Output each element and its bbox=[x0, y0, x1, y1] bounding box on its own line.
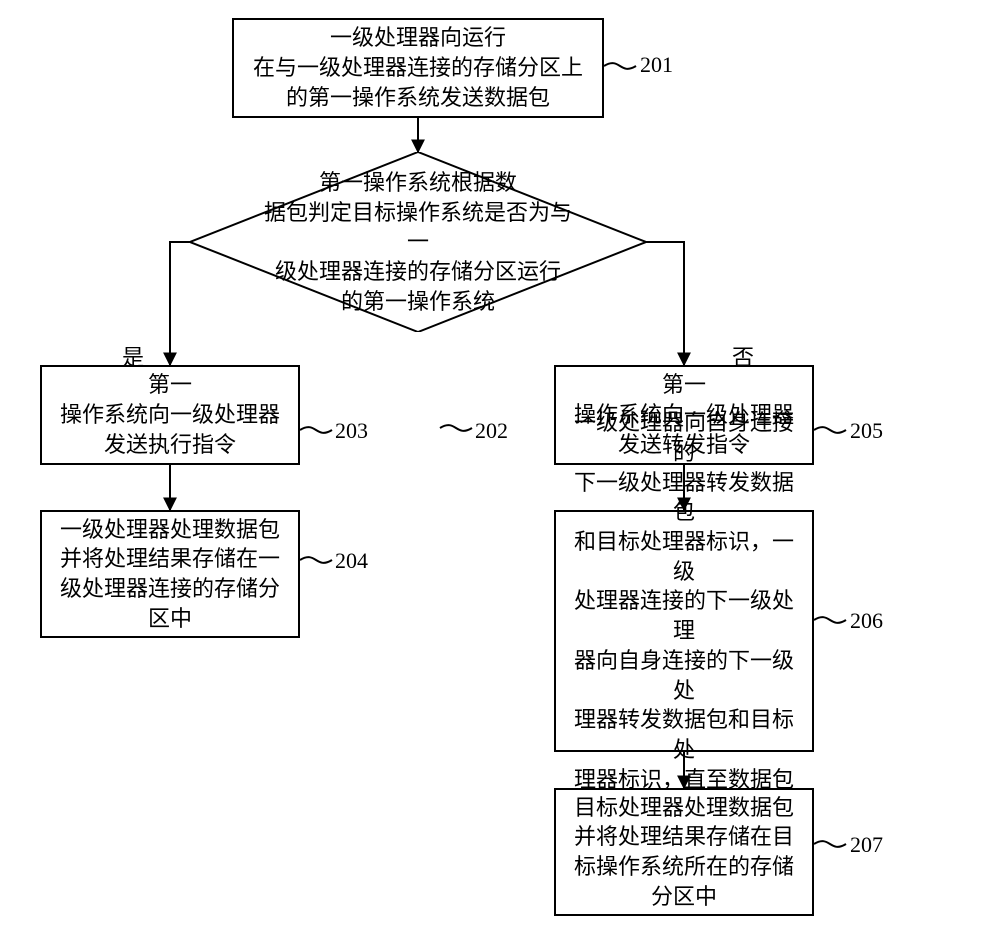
flow-node-text: 第一操作系统向一级处理器发送执行指令 bbox=[60, 370, 280, 459]
step-number-201: 201 bbox=[640, 52, 673, 78]
step-number-207: 207 bbox=[850, 832, 883, 858]
edge bbox=[300, 557, 332, 563]
step-number-202: 202 bbox=[475, 418, 508, 444]
flow-node-text: 一级处理器向自身连接的下一级处理器转发数据包和目标处理器标识，一级处理器连接的下… bbox=[566, 408, 802, 853]
step-number-204: 204 bbox=[335, 548, 368, 574]
edge bbox=[300, 427, 332, 433]
flow-node-text: 一级处理器向运行在与一级处理器连接的存储分区上的第一操作系统发送数据包 bbox=[253, 23, 583, 112]
flow-node-n201: 一级处理器向运行在与一级处理器连接的存储分区上的第一操作系统发送数据包 bbox=[232, 18, 604, 118]
step-number-205: 205 bbox=[850, 418, 883, 444]
step-number-203: 203 bbox=[335, 418, 368, 444]
flow-node-text: 目标处理器处理数据包并将处理结果存储在目标操作系统所在的存储分区中 bbox=[574, 793, 794, 912]
edge bbox=[604, 63, 636, 69]
edge bbox=[814, 841, 846, 847]
flow-decision-n202: 第一操作系统根据数据包判定目标操作系统是否为与一级处理器连接的存储分区运行的第一… bbox=[190, 152, 646, 332]
edge bbox=[170, 242, 190, 365]
edge bbox=[814, 427, 846, 433]
edge bbox=[646, 242, 684, 365]
flow-node-n203: 第一操作系统向一级处理器发送执行指令 bbox=[40, 365, 300, 465]
edge bbox=[440, 425, 472, 431]
flowchart-canvas: 是否一级处理器向运行在与一级处理器连接的存储分区上的第一操作系统发送数据包201… bbox=[0, 0, 1000, 926]
flow-node-n206: 一级处理器向自身连接的下一级处理器转发数据包和目标处理器标识，一级处理器连接的下… bbox=[554, 510, 814, 752]
flow-node-n204: 一级处理器处理数据包并将处理结果存储在一级处理器连接的存储分区中 bbox=[40, 510, 300, 638]
flow-decision-text: 第一操作系统根据数据包判定目标操作系统是否为与一级处理器连接的存储分区运行的第一… bbox=[258, 168, 577, 316]
flow-node-text: 一级处理器处理数据包并将处理结果存储在一级处理器连接的存储分区中 bbox=[60, 515, 280, 634]
edge bbox=[814, 617, 846, 623]
step-number-206: 206 bbox=[850, 608, 883, 634]
flow-node-n207: 目标处理器处理数据包并将处理结果存储在目标操作系统所在的存储分区中 bbox=[554, 788, 814, 916]
